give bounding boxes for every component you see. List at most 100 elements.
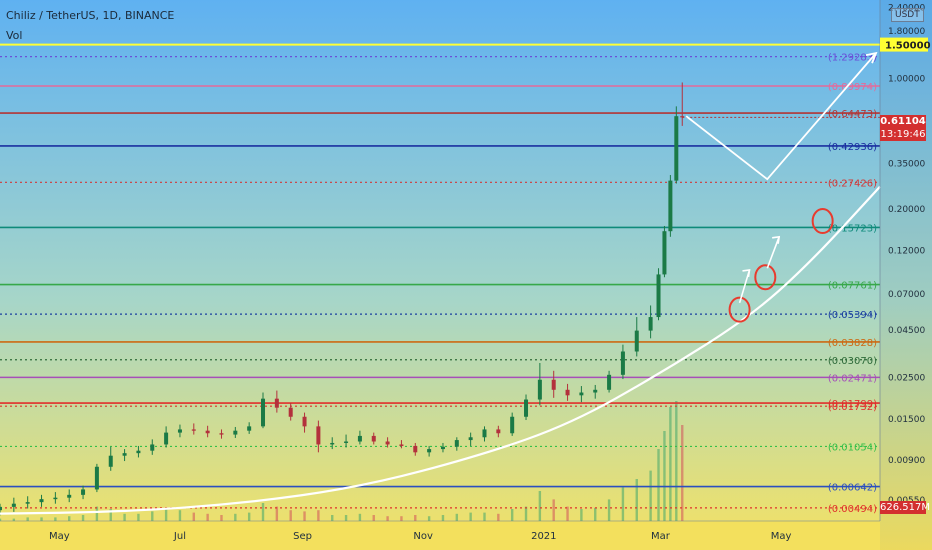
volume-bar — [40, 517, 43, 521]
y-tick-label: 0.07000 — [888, 290, 925, 300]
volume-bar — [427, 516, 431, 521]
fib-level-label: (0.02471) — [828, 373, 877, 384]
candle-body — [150, 444, 155, 451]
volume-label: Vol — [6, 29, 23, 42]
fib-level-label: (0.05394) — [828, 310, 877, 321]
x-tick-label: May — [49, 531, 70, 542]
candle-body — [399, 444, 404, 446]
x-axis: May Jul Sep Nov 2021 Mar May — [0, 520, 880, 550]
candle-body — [136, 450, 141, 454]
volume-bar — [137, 513, 140, 521]
candle-body — [247, 426, 252, 431]
fib-level-label: (0.15723) — [828, 223, 877, 234]
volume-bar — [621, 487, 625, 521]
candle-body — [385, 441, 390, 445]
volume-bar — [331, 515, 334, 521]
y-tick-label: 0.02500 — [888, 373, 925, 383]
candle-body — [551, 379, 556, 390]
volume-bar — [635, 479, 638, 521]
volume-bar — [372, 515, 375, 521]
fib-levels: (1.29283) (0.89974) (0.64473) (0.42936) (0.2… — [0, 43, 880, 515]
fib-level-label: (0.07761) — [828, 281, 877, 292]
volume-bar — [358, 513, 362, 521]
volume-bar — [669, 407, 672, 521]
candle-body — [634, 330, 639, 352]
fib-level-label: (0.64473) — [828, 109, 877, 120]
volume-bar — [538, 491, 542, 521]
volume-bar — [469, 512, 472, 521]
volume-bar — [206, 513, 209, 521]
candle-body — [108, 455, 113, 467]
volume-bar — [164, 507, 168, 521]
highlight-circle — [728, 296, 751, 323]
x-tick-label: Sep — [293, 531, 312, 542]
volume-bar — [681, 425, 684, 521]
volume-bar — [657, 449, 660, 521]
candle-body — [482, 429, 487, 438]
up-arrow — [766, 236, 780, 269]
volume-bar — [178, 510, 182, 521]
volume-bar — [68, 516, 71, 521]
y-tick-label: 1.80000 — [888, 27, 925, 37]
volume-bar — [510, 509, 514, 521]
volume-bar — [414, 515, 417, 521]
candle-body — [344, 441, 349, 443]
x-tick-label: 2021 — [531, 531, 556, 542]
currency-button[interactable]: USDT — [891, 8, 924, 22]
candle-body — [607, 374, 612, 390]
volume-bar — [54, 517, 57, 521]
support-curve — [0, 185, 881, 515]
volume-bar — [151, 511, 154, 521]
volume-tag: 626.517M — [880, 501, 930, 514]
candle-body — [662, 231, 667, 275]
candle-body — [25, 502, 30, 504]
y-axis: 2.400001.800001.000000.350000.200000.120… — [879, 0, 932, 550]
fib-level-label: (0.00642) — [828, 483, 877, 494]
annotations — [0, 51, 881, 515]
volume-bar — [220, 515, 223, 521]
y-tick-label: 0.01500 — [888, 415, 925, 425]
volume-bar — [234, 513, 237, 521]
candle-body — [468, 437, 473, 441]
candle-body — [648, 317, 653, 331]
fib-level-label: (0.03070) — [828, 356, 877, 367]
candle-body — [371, 435, 376, 442]
fib-level-label: (0.00494) — [828, 504, 877, 515]
volume-bars — [0, 401, 684, 521]
volume-bar — [400, 516, 403, 521]
volume-bar — [95, 506, 99, 521]
candle-body — [316, 426, 321, 445]
candle-body — [67, 494, 72, 498]
candle-body — [81, 489, 86, 495]
candle-body — [191, 429, 196, 431]
volume-bar — [247, 512, 251, 521]
volume-bar — [566, 506, 569, 521]
fib-level-label: (0.01054) — [828, 442, 877, 453]
candle-body — [496, 429, 501, 434]
candle-body — [177, 429, 182, 433]
projection-path — [685, 52, 877, 181]
volume-bar — [663, 431, 666, 521]
volume-bar — [123, 513, 126, 521]
countdown-tag: 13:19:46 — [880, 128, 926, 141]
volume-bar — [386, 516, 389, 521]
volume-bar — [303, 511, 306, 521]
x-tick-label: Jul — [173, 531, 186, 542]
candle-body — [620, 351, 625, 375]
candle-body — [122, 453, 127, 456]
candle-body — [39, 499, 44, 503]
candle-body — [0, 506, 2, 511]
price-line-tag — [880, 37, 928, 52]
candle-body — [219, 433, 224, 435]
volume-bar — [552, 499, 555, 521]
candle-body — [427, 449, 432, 453]
y-tick-label: 0.20000 — [888, 205, 925, 215]
volume-bar — [289, 510, 292, 521]
up-arrow — [738, 269, 751, 304]
candle-body — [440, 446, 445, 450]
x-tick-label: Mar — [651, 531, 671, 542]
candle-body — [330, 442, 335, 445]
